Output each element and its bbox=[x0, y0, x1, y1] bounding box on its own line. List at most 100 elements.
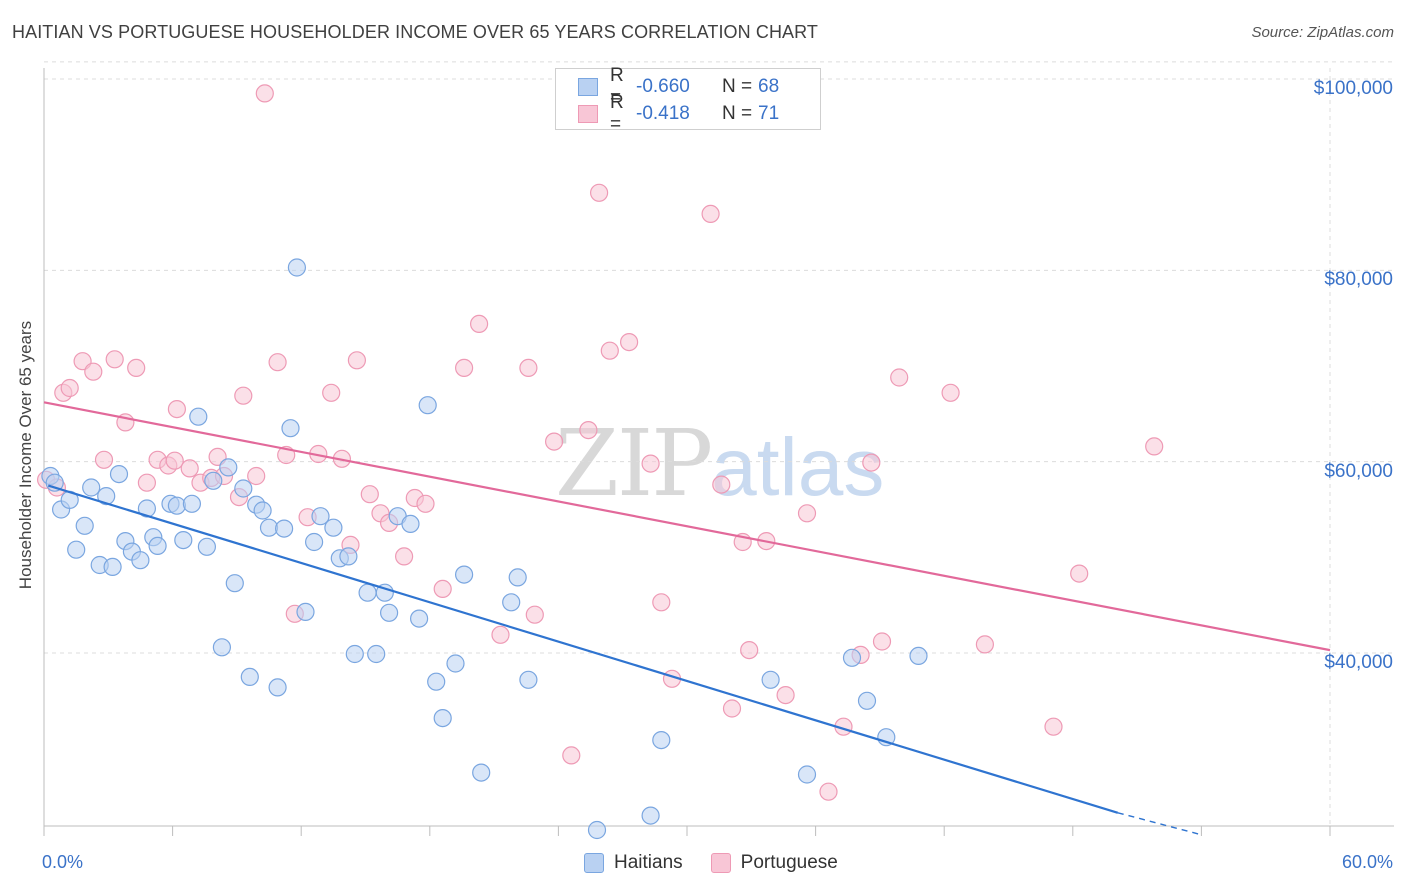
portuguese-point-58 bbox=[740, 640, 759, 660]
haitians-point-13 bbox=[131, 551, 150, 570]
x-tick-min: 0.0% bbox=[42, 852, 84, 872]
portuguese-point-29 bbox=[322, 383, 341, 402]
portuguese-point-6 bbox=[94, 450, 114, 469]
portuguese-point-55 bbox=[712, 475, 731, 494]
portuguese-n-value: 71 bbox=[758, 103, 780, 124]
haitians-point-67 bbox=[909, 646, 928, 666]
haitians-point-45 bbox=[375, 583, 394, 602]
portuguese-point-33 bbox=[360, 485, 379, 504]
zipatlas-watermark: ZIPatlas bbox=[555, 410, 884, 517]
portuguese-point-65 bbox=[862, 453, 881, 472]
haitians-point-33 bbox=[275, 519, 294, 538]
chart-title: HAITIAN VS PORTUGUESE HOUSEHOLDER INCOME… bbox=[12, 22, 819, 42]
haitians-point-39 bbox=[324, 518, 343, 537]
portuguese-point-38 bbox=[416, 494, 435, 513]
y-tick-40000: $40,000 bbox=[1324, 652, 1393, 673]
legend-row-haitians: R = -0.660 N = 68 bbox=[578, 65, 780, 108]
haitians-point-10 bbox=[109, 465, 129, 484]
haitians-point-35 bbox=[287, 258, 306, 277]
legend-haitians-label: Haitians bbox=[614, 852, 683, 873]
x-tick-max: 60.0% bbox=[1341, 852, 1393, 872]
haitians-point-20 bbox=[182, 494, 201, 513]
portuguese-point-41 bbox=[470, 314, 489, 333]
portuguese-r-label: R = bbox=[610, 92, 624, 135]
grid-lines bbox=[44, 61, 1394, 826]
haitians-point-42 bbox=[345, 644, 364, 664]
haitians-point-65 bbox=[857, 691, 877, 710]
portuguese-point-10 bbox=[137, 473, 156, 492]
portuguese-n-label: N = bbox=[722, 103, 753, 124]
haitians-point-56 bbox=[502, 593, 521, 612]
haitians-points bbox=[41, 258, 928, 840]
portuguese-point-9 bbox=[127, 358, 146, 377]
portuguese-point-36 bbox=[395, 547, 414, 566]
haitians-point-63 bbox=[797, 765, 817, 784]
haitians-point-54 bbox=[455, 565, 474, 584]
portuguese-point-49 bbox=[600, 341, 619, 360]
haitians-point-21 bbox=[189, 407, 208, 426]
haitians-point-57 bbox=[508, 568, 527, 587]
portuguese-trend-line bbox=[43, 401, 1331, 652]
watermark-atlas: atlas bbox=[711, 422, 885, 513]
y-tick-100000: $100,000 bbox=[1313, 78, 1393, 99]
haitians-point-31 bbox=[259, 518, 279, 537]
portuguese-r-value: -0.418 bbox=[636, 103, 690, 124]
portuguese-point-24 bbox=[268, 353, 287, 372]
portuguese-point-32 bbox=[347, 351, 366, 370]
haitians-point-4 bbox=[67, 540, 86, 559]
haitians-r-value: -0.660 bbox=[636, 76, 690, 97]
haitians-point-61 bbox=[652, 730, 671, 750]
portuguese-point-50 bbox=[619, 333, 639, 352]
portuguese-point-14 bbox=[167, 400, 186, 419]
legend-item-portuguese: Portuguese bbox=[710, 852, 838, 874]
portuguese-point-44 bbox=[525, 605, 544, 624]
haitians-n-value: 68 bbox=[758, 76, 780, 97]
portuguese-point-62 bbox=[819, 782, 838, 801]
haitians-point-23 bbox=[204, 471, 223, 490]
haitians-point-25 bbox=[219, 458, 238, 477]
haitians-point-24 bbox=[212, 638, 231, 657]
haitians-point-18 bbox=[167, 496, 186, 515]
haitians-point-6 bbox=[82, 478, 101, 497]
portuguese-point-69 bbox=[975, 635, 995, 654]
portuguese-point-13 bbox=[165, 451, 184, 470]
portuguese-point-48 bbox=[589, 183, 609, 202]
haitians-point-19 bbox=[174, 530, 193, 550]
portuguese-point-42 bbox=[491, 625, 510, 644]
legend-haitians-swatch bbox=[584, 853, 604, 873]
haitians-point-51 bbox=[427, 672, 446, 691]
haitians-point-41 bbox=[339, 547, 358, 566]
portuguese-point-72 bbox=[1145, 437, 1164, 456]
portuguese-point-54 bbox=[701, 204, 720, 223]
haitians-r-label: R = bbox=[610, 65, 624, 108]
haitians-point-16 bbox=[148, 536, 167, 556]
portuguese-point-3 bbox=[60, 378, 79, 398]
portuguese-point-45 bbox=[544, 432, 564, 451]
portuguese-point-61 bbox=[797, 504, 817, 523]
haitians-point-28 bbox=[240, 667, 259, 687]
haitians-point-37 bbox=[305, 532, 324, 552]
legend-row-portuguese: R = -0.418 N = 71 bbox=[578, 92, 780, 135]
portuguese-point-43 bbox=[519, 358, 538, 377]
portuguese-point-23 bbox=[255, 84, 274, 103]
haitians-point-64 bbox=[842, 648, 862, 667]
haitians-point-50 bbox=[418, 396, 437, 415]
haitians-point-46 bbox=[380, 603, 399, 622]
haitians-point-36 bbox=[296, 602, 315, 622]
portuguese-point-70 bbox=[1044, 717, 1063, 736]
portuguese-point-60 bbox=[776, 685, 795, 705]
portuguese-point-22 bbox=[247, 466, 266, 486]
haitians-trend-extension bbox=[1117, 812, 1202, 836]
correlation-legend: R = -0.660 N = 68 R = -0.418 N = 71 bbox=[555, 65, 821, 135]
portuguese-points bbox=[36, 84, 1164, 801]
haitians-point-8 bbox=[97, 487, 116, 506]
portuguese-point-68 bbox=[941, 383, 960, 402]
legend-portuguese-swatch bbox=[710, 853, 731, 873]
haitians-point-55 bbox=[472, 763, 491, 782]
haitians-point-48 bbox=[401, 514, 420, 534]
portuguese-point-46 bbox=[562, 746, 581, 765]
haitians-point-43 bbox=[358, 583, 377, 602]
legend-item-haitians: Haitians bbox=[584, 852, 683, 874]
haitians-point-9 bbox=[103, 557, 122, 577]
